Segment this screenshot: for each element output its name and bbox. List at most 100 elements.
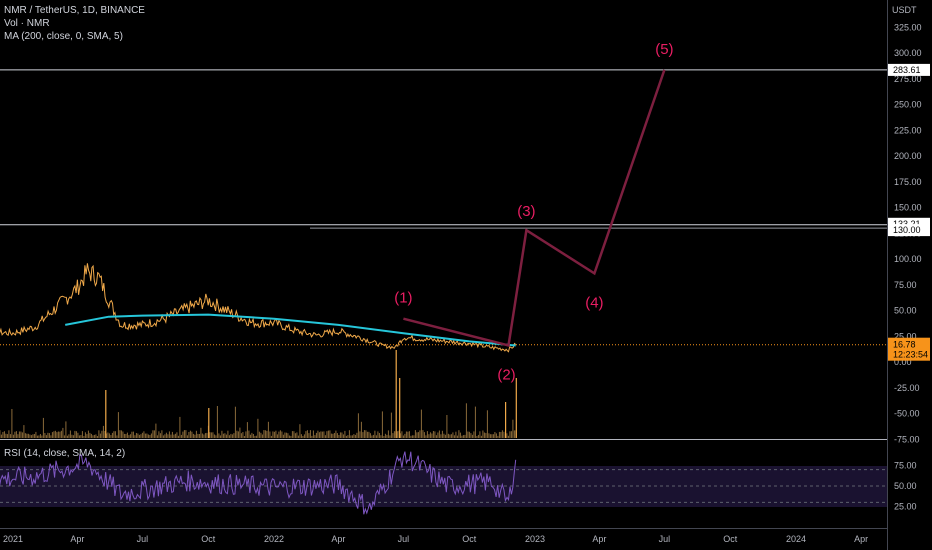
volume-bar: [113, 431, 115, 438]
volume-bar: [50, 435, 52, 438]
volume-bar: [275, 430, 277, 438]
volume-bar: [464, 434, 466, 438]
volume-bar: [335, 430, 337, 438]
volume-bar: [356, 432, 358, 438]
volume-bar: [65, 421, 67, 438]
volume-bar: [123, 433, 125, 438]
volume-bar: [249, 434, 251, 438]
volume-bar: [114, 431, 116, 438]
volume-bar: [368, 431, 370, 438]
volume-bar: [359, 431, 361, 438]
volume-bar: [506, 433, 508, 438]
volume-bar: [438, 430, 440, 438]
volume-bar: [287, 433, 289, 438]
volume-bar: [105, 433, 107, 438]
volume-bar: [210, 432, 212, 438]
volume-bar: [203, 434, 205, 438]
volume-bar: [407, 431, 409, 438]
volume-bar: [11, 409, 13, 438]
volume-bar: [330, 433, 332, 438]
volume-bar: [219, 435, 221, 438]
volume-bar: [273, 431, 275, 438]
volume-bar: [180, 434, 182, 438]
volume-bar: [45, 435, 47, 438]
volume-bar: [450, 434, 452, 438]
price-tick-label: 175.00: [894, 177, 922, 187]
volume-bar: [384, 433, 386, 438]
volume-bar: [6, 434, 8, 438]
volume-bar: [167, 434, 169, 438]
volume-bar: [200, 427, 202, 438]
volume-bar: [444, 434, 446, 438]
price-tick-label: -50.00: [894, 409, 920, 419]
volume-bar: [201, 433, 203, 438]
volume-bar: [2, 432, 4, 438]
volume-bar: [357, 413, 359, 438]
volume-bar: [197, 433, 199, 438]
price-tick-label: -25.00: [894, 383, 920, 393]
volume-bar: [101, 430, 103, 438]
volume-bar: [116, 435, 118, 438]
volume-bar: [344, 430, 346, 438]
volume-spike: [395, 350, 397, 438]
rsi-series: [0, 451, 517, 515]
volume-bar: [54, 430, 56, 438]
volume-bar: [348, 430, 350, 438]
volume-bar: [242, 432, 244, 438]
volume-bar: [413, 435, 415, 438]
volume-bar: [371, 435, 373, 438]
volume-bar: [107, 432, 109, 438]
volume-bar: [183, 430, 185, 438]
volume-bar: [414, 430, 416, 438]
volume-bar: [33, 434, 35, 438]
volume-bar: [455, 431, 457, 438]
volume-legend[interactable]: Vol · NMR: [4, 18, 50, 29]
time-tick-label: 2022: [264, 534, 284, 544]
volume-bar: [96, 436, 98, 438]
volume-bar: [153, 430, 155, 438]
level-tag-high-bg: [888, 63, 930, 76]
volume-bar: [329, 430, 331, 438]
volume-bar: [500, 432, 502, 438]
ma-legend[interactable]: MA (200, close, 0, SMA, 5): [4, 31, 123, 42]
volume-bar: [27, 433, 29, 438]
volume-bar: [221, 430, 223, 438]
volume-bar: [174, 433, 176, 438]
volume-bar: [149, 435, 151, 438]
volume-bar: [422, 430, 424, 438]
volume-bar: [260, 432, 262, 438]
rsi-legend[interactable]: RSI (14, close, SMA, 14, 2): [4, 448, 126, 459]
volume-bar: [261, 434, 263, 438]
symbol-legend[interactable]: NMR / TetherUS, 1D, BINANCE: [4, 5, 145, 16]
volume-bar: [354, 434, 356, 438]
volume-bar: [336, 433, 338, 438]
volume-bar: [405, 431, 407, 438]
time-tick-label: Oct: [201, 534, 216, 544]
volume-bar: [15, 431, 17, 438]
volume-bar: [345, 435, 347, 438]
rsi-axis[interactable]: 75.00 50.00 25.00: [894, 461, 917, 512]
volume-bar: [291, 431, 293, 438]
volume-bar: [9, 434, 11, 438]
volume-bar: [456, 435, 458, 438]
volume-bar: [503, 431, 505, 438]
volume-spike: [515, 378, 517, 438]
volume-bar: [369, 433, 371, 438]
volume-bar: [285, 432, 287, 438]
time-axis[interactable]: 2021 Apr Jul Oct 2022 Apr Jul Oct 2023 Apr Jul Oct 2…: [3, 534, 868, 544]
volume-bar: [69, 430, 71, 438]
volume-bar: [363, 430, 365, 438]
volume-bar: [227, 430, 229, 438]
volume-bar: [39, 434, 41, 438]
elliott-wave-path[interactable]: [403, 69, 666, 348]
volume-bar: [318, 432, 320, 438]
volume-bar: [147, 434, 149, 438]
volume-bar: [191, 431, 193, 438]
volume-bar: [204, 433, 206, 438]
volume-bar: [168, 431, 170, 438]
volume-bar: [177, 435, 179, 438]
volume-bar: [90, 433, 92, 438]
volume-bar: [453, 435, 455, 438]
